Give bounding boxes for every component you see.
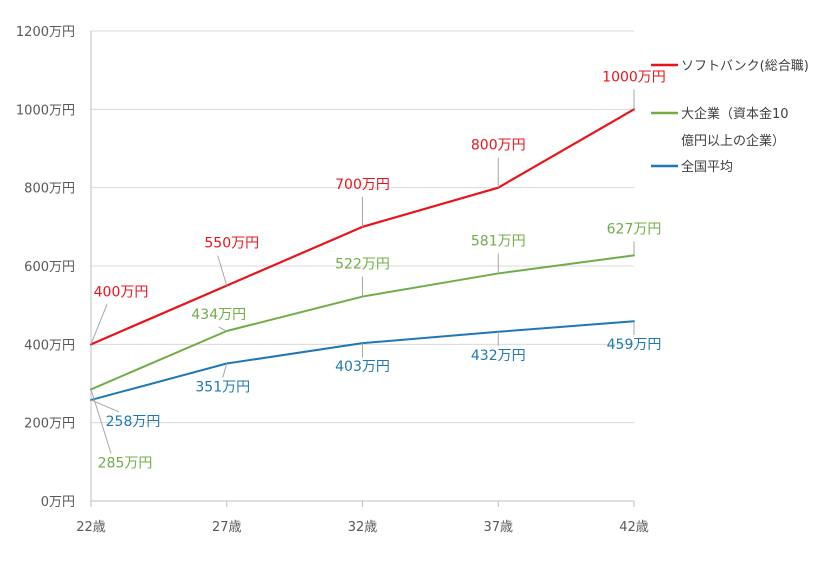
data-label: 550万円 xyxy=(204,236,259,252)
axes xyxy=(90,31,635,507)
leader-line xyxy=(222,363,228,378)
data-labels: 400万円 550万円 700万円 800万円 1000万円 285万円 434万円 522万… xyxy=(94,69,666,471)
data-label: 459万円 xyxy=(607,337,662,353)
x-tick-label: 32歳 xyxy=(348,520,378,535)
data-label: 627万円 xyxy=(607,221,662,237)
y-tick-label: 600万円 xyxy=(24,260,75,275)
leader-line xyxy=(90,389,112,454)
x-tick-label: 22歳 xyxy=(76,520,106,535)
y-tick-label: 0万円 xyxy=(41,495,75,510)
data-label: 522万円 xyxy=(335,257,390,273)
y-axis-tick-labels: 0万円 200万円 400万円 600万円 800万円 1000万円 1200万円 xyxy=(16,25,75,510)
data-label: 432万円 xyxy=(471,348,526,364)
data-label: 285万円 xyxy=(98,455,153,471)
data-label: 258万円 xyxy=(106,414,161,430)
x-axis-tick-labels: 22歳 27歳 32歳 37歳 42歳 xyxy=(76,520,649,535)
legend-label: 全国平均 xyxy=(681,159,733,175)
legend-label: ソフトバンク(総合職) xyxy=(681,59,809,74)
data-label: 351万円 xyxy=(195,380,250,396)
data-label: 1000万円 xyxy=(602,69,666,85)
label-leader-lines xyxy=(90,89,635,454)
data-label: 700万円 xyxy=(335,177,390,193)
legend: ソフトバンク(総合職) 大企業（資本金10 億円以上の企業） 全国平均 xyxy=(651,59,809,175)
leader-line xyxy=(90,304,108,345)
x-tick-label: 37歳 xyxy=(483,520,513,535)
y-tick-label: 200万円 xyxy=(24,417,75,432)
y-tick-label: 400万円 xyxy=(24,338,75,353)
leader-line xyxy=(217,255,228,286)
leader-line xyxy=(218,326,227,332)
data-label: 800万円 xyxy=(471,138,526,154)
leader-line xyxy=(90,399,120,413)
y-tick-label: 800万円 xyxy=(24,182,75,197)
data-label: 581万円 xyxy=(471,233,526,249)
data-label: 434万円 xyxy=(191,307,246,323)
legend-label: 億円以上の企業） xyxy=(681,133,785,149)
x-tick-label: 42歳 xyxy=(619,520,649,535)
y-tick-label: 1000万円 xyxy=(16,103,75,118)
series-line xyxy=(89,108,636,346)
data-label: 403万円 xyxy=(335,359,390,375)
x-tick-label: 27歳 xyxy=(212,520,242,535)
data-label: 400万円 xyxy=(94,284,149,300)
y-tick-label: 1200万円 xyxy=(16,25,75,40)
legend-label: 大企業（資本金10 xyxy=(681,106,789,122)
grid-lines xyxy=(91,30,634,424)
